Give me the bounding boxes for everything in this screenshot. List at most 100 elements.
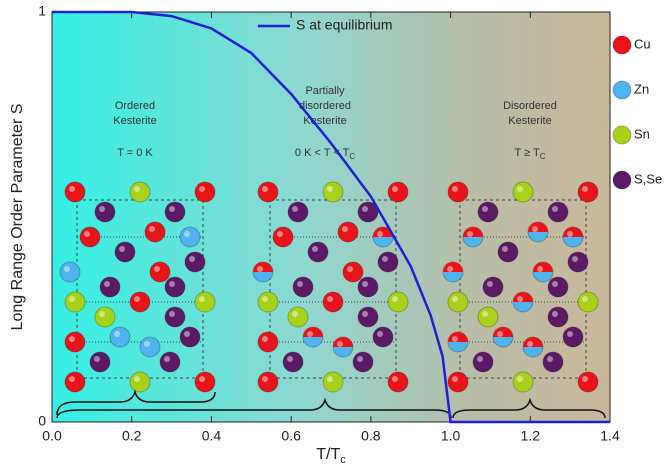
atom (90, 352, 110, 372)
atom-shine (64, 266, 70, 272)
atom-shine (497, 331, 503, 337)
atom (180, 327, 200, 347)
atom-shine (312, 246, 318, 252)
atom (65, 292, 85, 312)
atom (448, 292, 468, 312)
atom-shine (537, 266, 543, 272)
x-axis-label-sub: c (340, 454, 346, 466)
atom-legend-marker (613, 36, 631, 54)
atom-shine (277, 231, 283, 237)
atom-shine (377, 231, 383, 237)
atom (478, 307, 498, 327)
atom (388, 292, 408, 312)
atom-shine (134, 296, 140, 302)
atom-shine (452, 376, 458, 382)
atom (308, 242, 328, 262)
atom (273, 227, 293, 247)
atom-shine (164, 356, 170, 362)
atom (548, 202, 568, 222)
atom (160, 352, 180, 372)
atom (283, 352, 303, 372)
atom-shine (287, 356, 293, 362)
atom (140, 337, 160, 357)
atom (95, 202, 115, 222)
atom-shine (582, 376, 588, 382)
atom-shine (169, 206, 175, 212)
atom (548, 307, 568, 327)
atom-shine (392, 376, 398, 382)
atom-legend-label: Cu (634, 36, 651, 51)
atom (578, 372, 598, 392)
atom (80, 227, 100, 247)
atom-shine (262, 376, 268, 382)
atom-shine (362, 206, 368, 212)
atom-shine (517, 296, 523, 302)
atom-shine (199, 296, 205, 302)
atom-shine (582, 186, 588, 192)
annotation-line: Kesterite (113, 115, 156, 127)
atom-shine (262, 296, 268, 302)
annotation-line: Kesterite (508, 115, 551, 127)
atom (130, 292, 150, 312)
atom (165, 202, 185, 222)
atom-shine (114, 331, 120, 337)
atom (353, 352, 373, 372)
x-tick-label: 1.4 (600, 428, 620, 444)
atom-shine (572, 256, 578, 262)
atom (115, 242, 135, 262)
atom (288, 307, 308, 327)
atom (548, 277, 568, 297)
atom-shine (262, 186, 268, 192)
atom (358, 277, 378, 297)
atom-shine (99, 311, 105, 317)
atom (563, 327, 583, 347)
atom (388, 182, 408, 202)
atom-shine (104, 281, 110, 287)
atom (145, 222, 165, 242)
atom (378, 252, 398, 272)
atom (180, 227, 200, 247)
condition-text: T = 0 K (117, 147, 153, 159)
atom (65, 332, 85, 352)
atom (293, 277, 313, 297)
atom (195, 292, 215, 312)
x-tick-label: 1.0 (441, 428, 461, 444)
atom (578, 182, 598, 202)
y-tick-label: 0 (38, 413, 46, 429)
atom (65, 182, 85, 202)
atom-shine (199, 186, 205, 192)
atom-shine (184, 231, 190, 237)
atom (258, 372, 278, 392)
atom-shine (527, 341, 533, 347)
atom (478, 202, 498, 222)
legend-label: S at equilibrium (296, 17, 393, 33)
atom-legend-marker (613, 171, 631, 189)
y-tick-label: 1 (38, 3, 46, 19)
atom-shine (119, 246, 125, 252)
atom-shine (154, 266, 160, 272)
chart: Long Range Order Parameter S T/Tc Ordere… (0, 0, 666, 471)
atom (95, 307, 115, 327)
atom (513, 182, 533, 202)
atom (130, 372, 150, 392)
x-tick-label: 0.4 (202, 428, 222, 444)
atom-shine (292, 206, 298, 212)
atom (165, 277, 185, 297)
atom (258, 332, 278, 352)
atom (483, 277, 503, 297)
atom-shine (452, 296, 458, 302)
condition-text: T ≥ T (515, 147, 540, 159)
annotation-condition: T = 0 K (117, 147, 153, 159)
atom (130, 182, 150, 202)
atom-shine (452, 186, 458, 192)
atom-shine (392, 296, 398, 302)
x-axis-label: T/Tc (316, 446, 346, 466)
atom-shine (482, 311, 488, 317)
atom-shine (262, 336, 268, 342)
atom (473, 352, 493, 372)
atom-shine (327, 296, 333, 302)
atom-shine (69, 376, 75, 382)
atom-shine (477, 356, 483, 362)
atom (323, 182, 343, 202)
plot-background (52, 12, 610, 422)
